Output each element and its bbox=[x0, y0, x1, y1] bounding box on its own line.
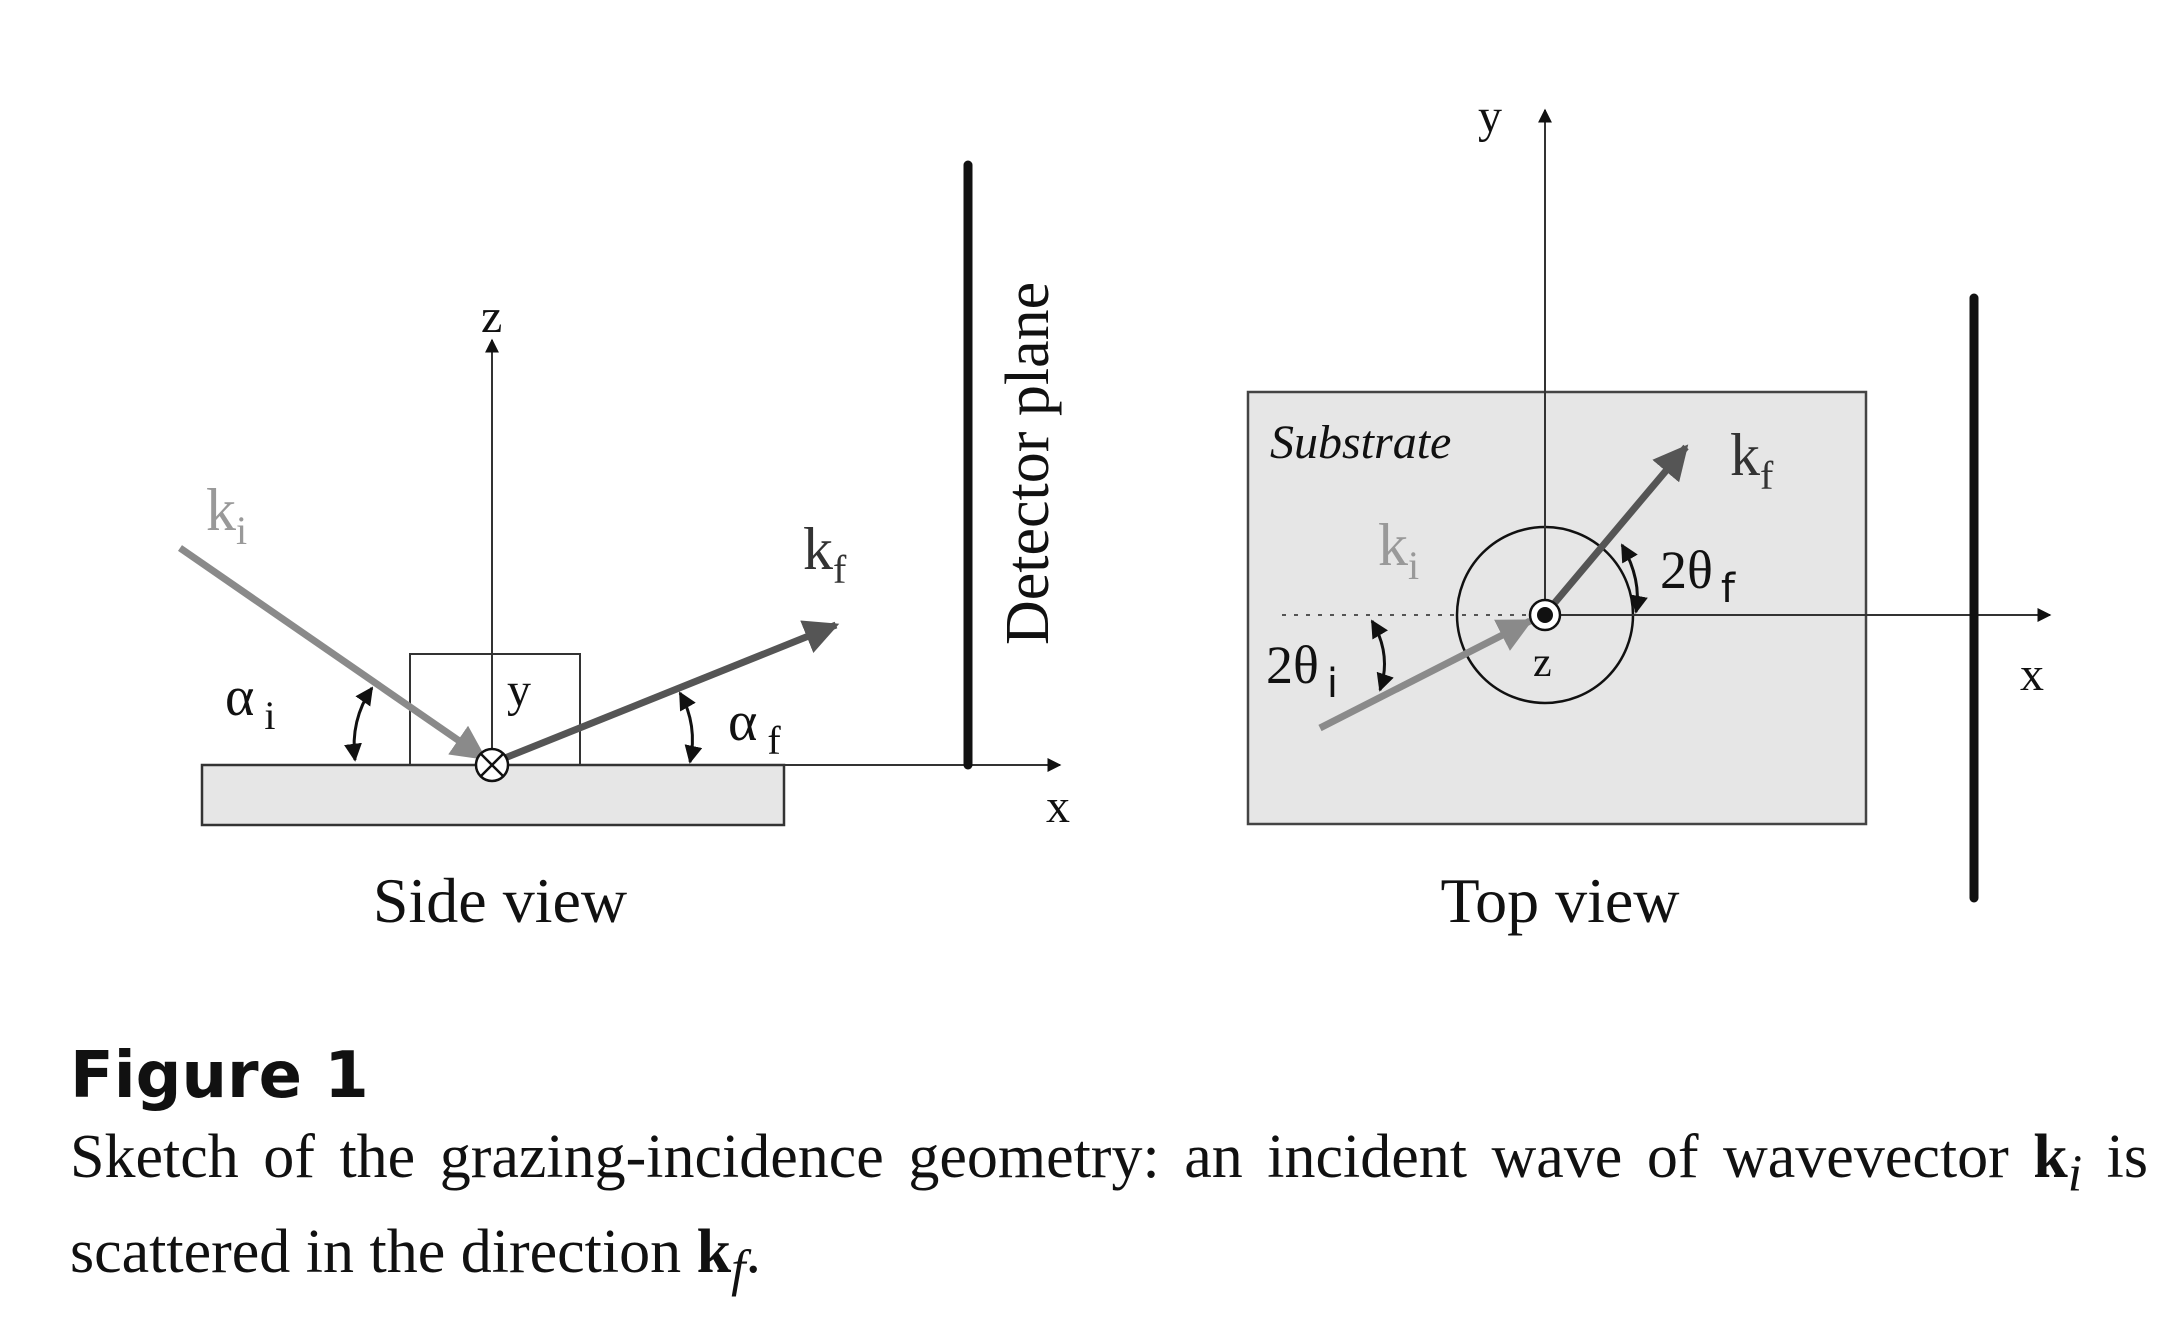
caption-k-f-bold: k bbox=[696, 1218, 732, 1287]
side-ki-label: ki bbox=[206, 477, 247, 553]
top-two-theta-f-label: 2θ f bbox=[1660, 540, 1736, 612]
top-ki-label: ki bbox=[1378, 512, 1419, 588]
top-origin-out-of-page-icon bbox=[1528, 598, 1562, 632]
top-two-theta-f-angle-indicator bbox=[1620, 543, 1648, 614]
side-view-title: Side view bbox=[373, 865, 627, 936]
side-alpha-i-angle-indicator bbox=[344, 686, 374, 762]
side-kf-arrow bbox=[498, 620, 840, 764]
top-ki-arrow bbox=[1318, 617, 1534, 732]
top-kf-arrow bbox=[1549, 444, 1689, 609]
top-x-label: x bbox=[2020, 648, 2044, 701]
top-substrate-label: Substrate bbox=[1270, 416, 1451, 469]
side-kf-label: kf bbox=[803, 516, 847, 592]
side-y-label: y bbox=[507, 664, 531, 717]
figure-caption: Sketch of the grazing-incidence geometry… bbox=[70, 1118, 2148, 1309]
caption-ki-subscript: i bbox=[2067, 1145, 2083, 1203]
top-two-theta-i-angle-indicator bbox=[1370, 619, 1394, 692]
side-z-label: z bbox=[481, 290, 502, 343]
top-view-panel: y x z Substrate ki kf 2θ f 2θ i Top view bbox=[1246, 90, 2052, 936]
side-x-label: x bbox=[1046, 780, 1070, 833]
top-z-label: z bbox=[1533, 640, 1552, 686]
top-kf-label: kf bbox=[1730, 422, 1774, 498]
side-origin-into-page-icon bbox=[474, 747, 510, 783]
figure-number: Figure 1 bbox=[70, 1039, 369, 1113]
caption-text-part-3: . bbox=[745, 1218, 761, 1287]
top-two-theta-i-label: 2θ i bbox=[1266, 635, 1338, 707]
top-view-title: Top view bbox=[1440, 865, 1679, 936]
caption-k-i-bold: k bbox=[2033, 1123, 2068, 1191]
top-substrate bbox=[1246, 390, 1868, 826]
caption-text-part-2: is scattered in the direction bbox=[70, 1123, 2148, 1287]
top-y-label: y bbox=[1478, 90, 1502, 143]
caption-kf-subscript: f bbox=[731, 1240, 746, 1298]
side-ki-arrow bbox=[178, 545, 487, 761]
detector-plane-label: Detector plane bbox=[994, 282, 1062, 645]
caption-text-part-1: Sketch of the grazing-incidence geometry… bbox=[70, 1123, 2034, 1191]
figure-caption-block: Figure 1 Sketch of the grazing-incidence… bbox=[70, 1038, 2148, 1309]
side-alpha-f-angle-indicator bbox=[678, 691, 703, 764]
